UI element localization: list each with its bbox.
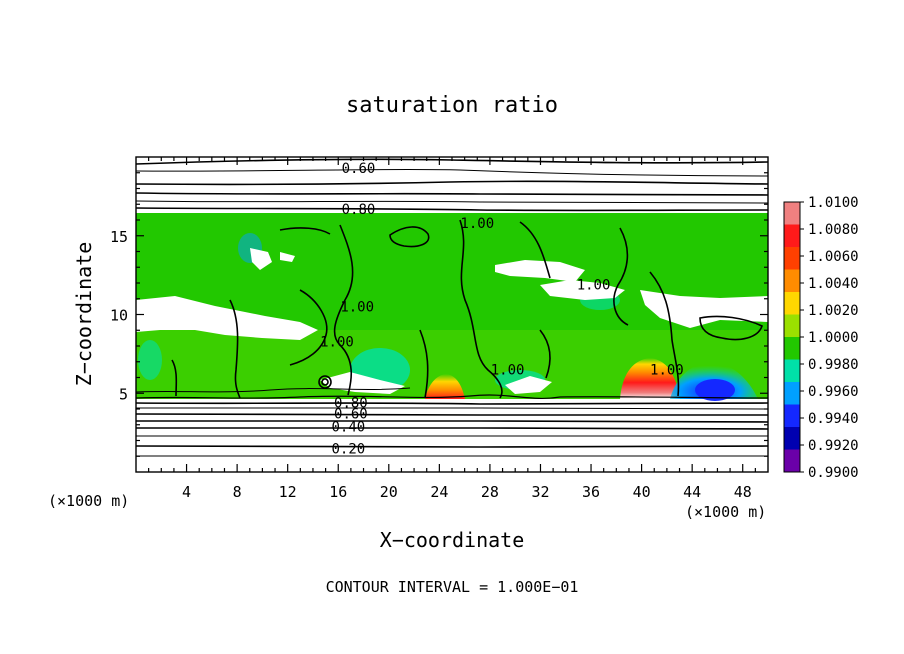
contour-label-text: 1.00 — [491, 363, 525, 379]
y-axis-label: Z−coordinate — [72, 242, 96, 387]
dry-region — [320, 372, 405, 394]
contour-label-text: 1.00 — [460, 216, 494, 232]
moist-patch — [138, 340, 162, 380]
y-tick-label: 10 — [110, 307, 128, 325]
colorbar-label: 0.9920 — [808, 438, 859, 454]
contour-label: 0.40 — [331, 419, 365, 435]
supersaturated-plume — [425, 374, 465, 399]
supersaturated-plume — [620, 358, 680, 399]
colorbar-swatch — [784, 427, 800, 450]
colorbar-swatch — [784, 449, 800, 473]
colorbar-label: 0.9960 — [808, 384, 859, 400]
x-tick-label: 8 — [233, 483, 242, 501]
contour-label-text: 0.60 — [334, 407, 368, 423]
colorbar-label: 1.0100 — [808, 195, 859, 211]
contour-label-text: 0.40 — [331, 419, 365, 435]
x-tick-label: 16 — [329, 483, 347, 501]
contour-lines — [136, 158, 768, 457]
colorbar-swatch — [784, 292, 800, 315]
colorbar-swatch — [784, 404, 800, 428]
x-tick-label: 44 — [683, 483, 701, 501]
colorbar-label: 0.9980 — [808, 357, 859, 373]
subsaturated-core — [695, 379, 735, 401]
contour-label: 1.00 — [320, 334, 354, 350]
colorbar-swatch — [784, 314, 800, 338]
contour-label: 1.00 — [650, 363, 684, 379]
x-tick-label: 48 — [734, 483, 752, 501]
colorbar-label: 1.0020 — [808, 303, 859, 319]
contour-1-00 — [171, 219, 763, 399]
colorbar-label: 1.0040 — [808, 276, 859, 292]
y-tick-label: 5 — [119, 385, 128, 403]
colorbar-swatch — [784, 224, 800, 248]
chart-title: saturation ratio — [346, 93, 558, 118]
contour-label-text: 0.20 — [331, 441, 365, 457]
x-tick-label: 36 — [582, 483, 600, 501]
x-unit-left: (×1000 m) — [48, 492, 129, 510]
contour-label: 0.20 — [331, 441, 365, 457]
x-axis-ticks — [148, 157, 756, 472]
x-tick-label: 32 — [531, 483, 549, 501]
contour-label: 0.80 — [342, 202, 376, 218]
contour-interval-note: CONTOUR INTERVAL = 1.000E−01 — [326, 578, 579, 596]
contour-label: 1.00 — [460, 216, 494, 232]
contour-label: 1.00 — [340, 300, 374, 316]
x-tick-label: 4 — [182, 483, 191, 501]
x-tick-label: 28 — [481, 483, 499, 501]
contour-label: 1.00 — [577, 278, 611, 294]
colorbar-swatch — [784, 359, 800, 383]
colorbar-label: 1.0080 — [808, 222, 859, 238]
contour-label-text: 1.00 — [340, 300, 374, 316]
x-tick-label: 40 — [633, 483, 651, 501]
colorbar-swatch — [784, 202, 800, 225]
y-axis-ticks — [136, 172, 768, 457]
contour-label: 1.00 — [491, 363, 525, 379]
x-axis-tick-labels: 4 8 12 16 20 24 28 32 36 40 44 48 — [182, 483, 752, 501]
contour-label-text: 0.60 — [342, 161, 376, 177]
y-tick-label: 15 — [110, 228, 128, 246]
y-axis-tick-labels: 5 10 15 — [110, 228, 128, 404]
dry-region — [540, 280, 625, 300]
x-tick-label: 20 — [380, 483, 398, 501]
heatmap-field: 0.600.801.001.001.001.001.00 1.000.800.60… — [136, 158, 768, 457]
contour-label: 0.80 — [334, 396, 368, 412]
dry-region — [505, 376, 552, 394]
contour-label-text: 1.00 — [577, 278, 611, 294]
colorbar — [783, 201, 801, 473]
colorbar-label: 1.0060 — [808, 249, 859, 265]
x-tick-label: 12 — [279, 483, 297, 501]
contour-label-text: 0.80 — [342, 202, 376, 218]
contour-label: 0.60 — [342, 161, 376, 177]
colorbar-labels: 1.0100 1.0080 1.0060 1.0040 1.0020 1.0000 0.99… — [800, 195, 859, 481]
contour-label-text: 0.80 — [334, 396, 368, 412]
dry-region — [495, 260, 585, 282]
contour-label-text: 1.00 — [650, 363, 684, 379]
colorbar-swatch — [784, 247, 800, 270]
contour-label-text: 1.00 — [320, 334, 354, 350]
contour-label: 0.60 — [334, 407, 368, 423]
x-axis-label: X−coordinate — [380, 528, 525, 552]
colorbar-label: 0.9940 — [808, 411, 859, 427]
x-tick-label: 24 — [430, 483, 448, 501]
dry-region — [136, 310, 158, 320]
colorbar-label: 1.0000 — [808, 330, 859, 346]
colorbar-swatch — [784, 337, 800, 360]
x-unit-right: (×1000 m) — [685, 503, 766, 521]
colorbar-swatch — [784, 382, 800, 405]
dry-region — [136, 296, 318, 340]
dry-region — [280, 252, 295, 262]
colorbar-label: 0.9900 — [808, 465, 859, 481]
contour-labels: 0.600.801.001.001.001.001.00 1.000.800.60… — [320, 161, 684, 457]
colorbar-swatch — [784, 269, 800, 293]
dry-region — [250, 248, 272, 270]
